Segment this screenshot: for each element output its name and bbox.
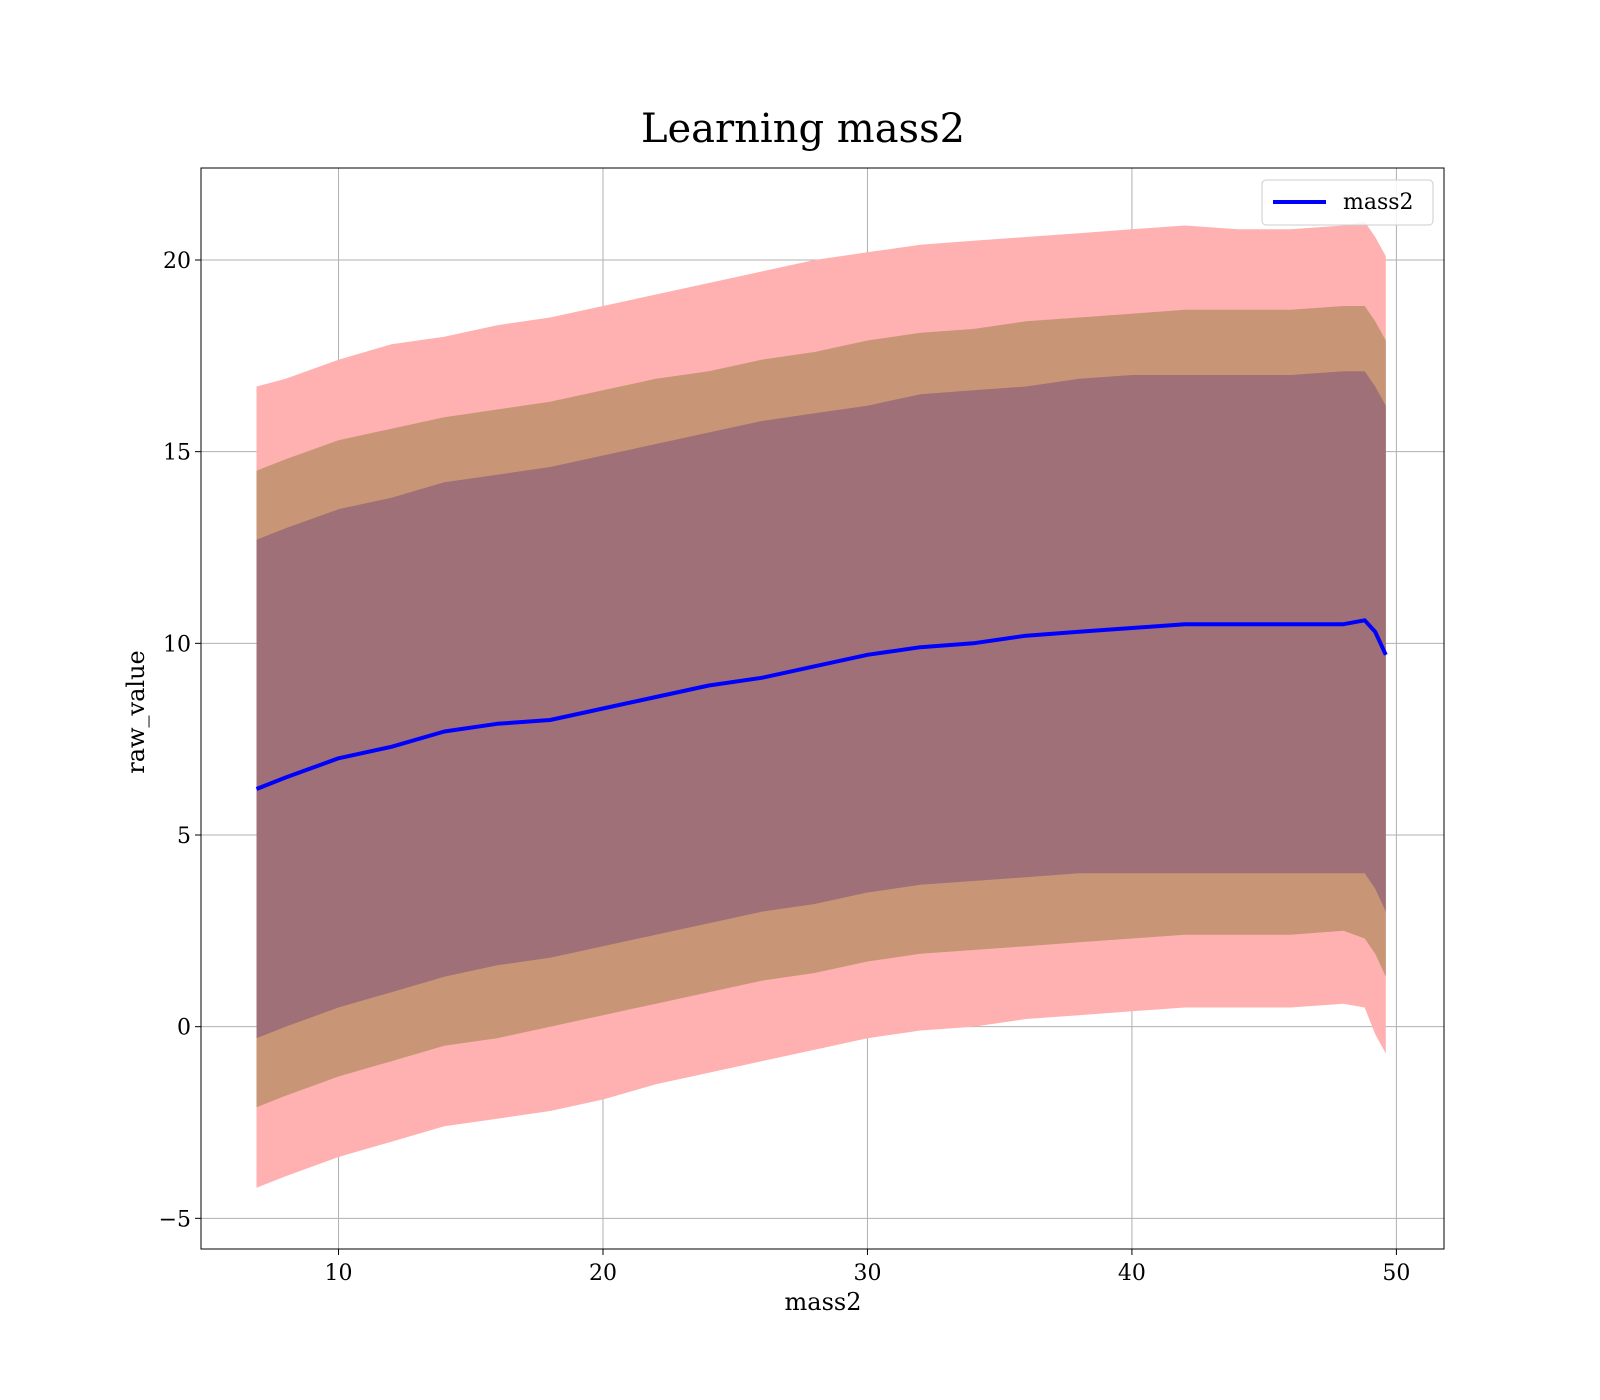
- y-tick-label: −5: [159, 1207, 191, 1232]
- plot-area: 10 20 30 40 50 −5 0 5 10 15 20: [159, 167, 1445, 1286]
- y-tick-label: 10: [163, 632, 191, 657]
- x-tick-label: 20: [589, 1261, 617, 1286]
- axes-frame: [200, 167, 1445, 1250]
- chart-title: Learning mass2: [641, 106, 965, 152]
- band-1sigma: [256, 371, 1386, 1039]
- x-tick-label: 30: [853, 1261, 881, 1286]
- y-tick-label: 5: [177, 824, 191, 849]
- x-axis-label: mass2: [785, 1288, 862, 1316]
- y-tick-label: 20: [163, 249, 191, 274]
- y-tick-label: 0: [177, 1016, 191, 1041]
- x-tick-label: 40: [1118, 1261, 1146, 1286]
- series-line-mass2: [255, 618, 1388, 791]
- legend-label-mass2: mass2: [1343, 190, 1414, 215]
- y-axis-label: raw_value: [122, 650, 150, 774]
- x-tick-label: 10: [325, 1261, 353, 1286]
- legend-box: [1261, 179, 1434, 226]
- legend: mass2: [1261, 179, 1434, 226]
- y-tick-label: 15: [163, 441, 191, 466]
- x-tick-label: 50: [1382, 1261, 1410, 1286]
